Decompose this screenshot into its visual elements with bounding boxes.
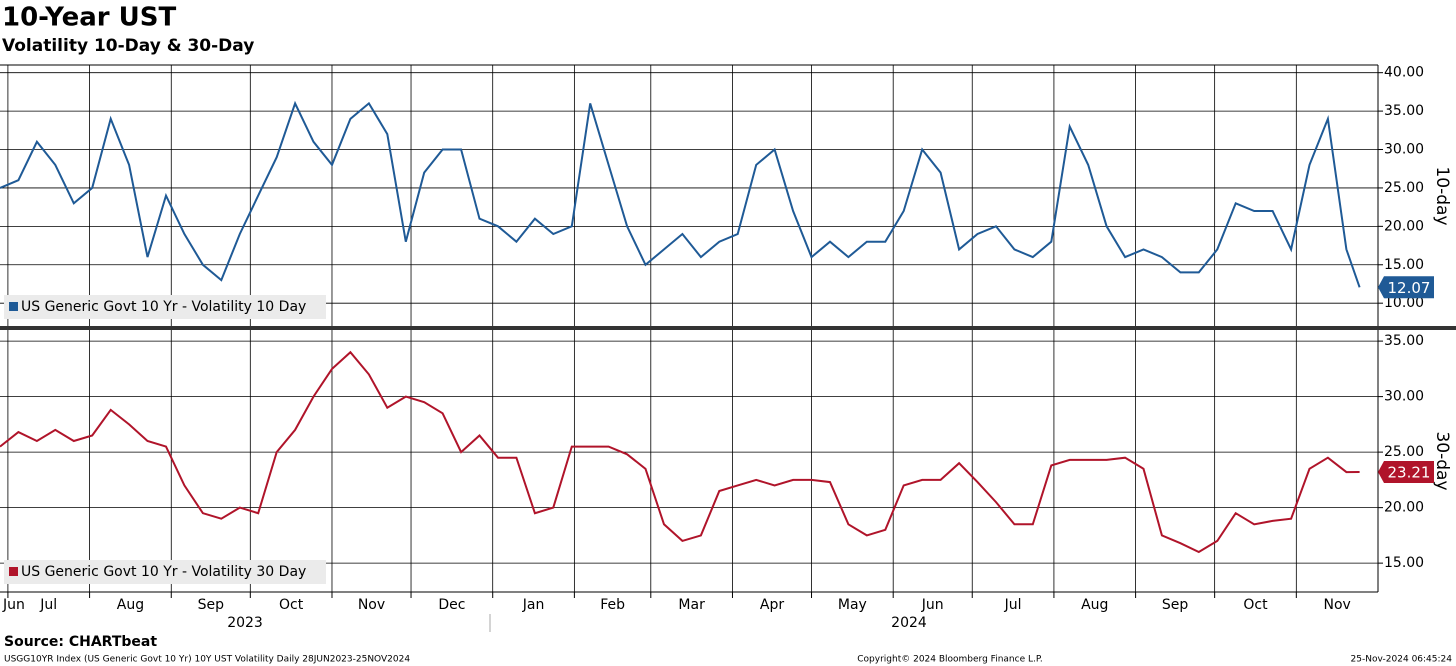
last-value-box <box>1378 460 1434 483</box>
ticker-note: USGG10YR Index (US Generic Govt 10 Yr) 1… <box>4 655 410 665</box>
x-tick-label: Jan <box>522 597 545 613</box>
panel-separator <box>0 326 1456 330</box>
x-tick-label: Oct <box>1243 597 1268 613</box>
y-tick-label: 35.00 <box>1384 103 1424 119</box>
year-label: 2024 <box>891 615 927 631</box>
x-tick-label: Aug <box>1081 597 1108 613</box>
last-value-label: 23.21 <box>1388 463 1431 481</box>
legend-background <box>4 560 326 584</box>
y-tick-label: 30.00 <box>1384 142 1424 158</box>
y-tick-label: 25.00 <box>1384 180 1424 196</box>
legend-swatch <box>9 567 18 576</box>
x-tick-label: Jun <box>2 597 25 613</box>
x-tick-label: Oct <box>279 597 304 613</box>
series-line <box>0 100 1361 288</box>
y-tick-label: 30.00 <box>1384 389 1424 405</box>
x-tick-label: Nov <box>358 597 385 613</box>
y-tick-label: 40.00 <box>1384 65 1424 81</box>
y-tick-label: 10.00 <box>1384 295 1424 311</box>
source: Source: CHARTbeat <box>4 634 157 650</box>
last-value-label: 12.07 <box>1388 279 1431 297</box>
x-tick-label: Jun <box>921 597 944 613</box>
x-tick-label: Sep <box>198 597 225 613</box>
x-tick-label: Aug <box>117 597 144 613</box>
chart-subtitle: Volatility 10-Day & 30-Day <box>2 36 254 56</box>
y-tick-label: 25.00 <box>1384 444 1424 460</box>
series-line <box>0 350 1360 554</box>
last-value-box <box>1378 276 1434 299</box>
legend-background <box>4 295 326 319</box>
x-tick-label: Apr <box>760 597 784 613</box>
x-tick-label: Nov <box>1323 597 1350 613</box>
x-tick-label: Feb <box>600 597 625 613</box>
x-tick-label: Jul <box>1004 597 1022 613</box>
x-tick-label: Dec <box>438 597 465 613</box>
y-tick-label: 15.00 <box>1384 257 1424 273</box>
y-tick-label: 35.00 <box>1384 333 1424 349</box>
timestamp: 25-Nov-2024 06:45:24 <box>1351 655 1453 665</box>
x-tick-label: Mar <box>678 597 705 613</box>
y-tick-label: 20.00 <box>1384 218 1424 234</box>
y-tick-label: 20.00 <box>1384 500 1424 516</box>
legend-swatch <box>9 302 18 311</box>
x-tick-label: Sep <box>1162 597 1189 613</box>
y-axis-title: 10-day <box>1432 166 1452 225</box>
x-tick-label: Jul <box>39 597 57 613</box>
y-axis-title: 30-day <box>1432 431 1452 490</box>
y-tick-label: 15.00 <box>1384 555 1424 571</box>
legend-label: US Generic Govt 10 Yr - Volatility 30 Da… <box>21 564 306 580</box>
year-label: 2023 <box>227 615 263 631</box>
chart-title: 10-Year UST <box>2 3 176 33</box>
x-tick-label: May <box>838 597 867 613</box>
copyright: Copyright© 2024 Bloomberg Finance L.P. <box>857 655 1042 665</box>
legend-label: US Generic Govt 10 Yr - Volatility 10 Da… <box>21 299 306 315</box>
